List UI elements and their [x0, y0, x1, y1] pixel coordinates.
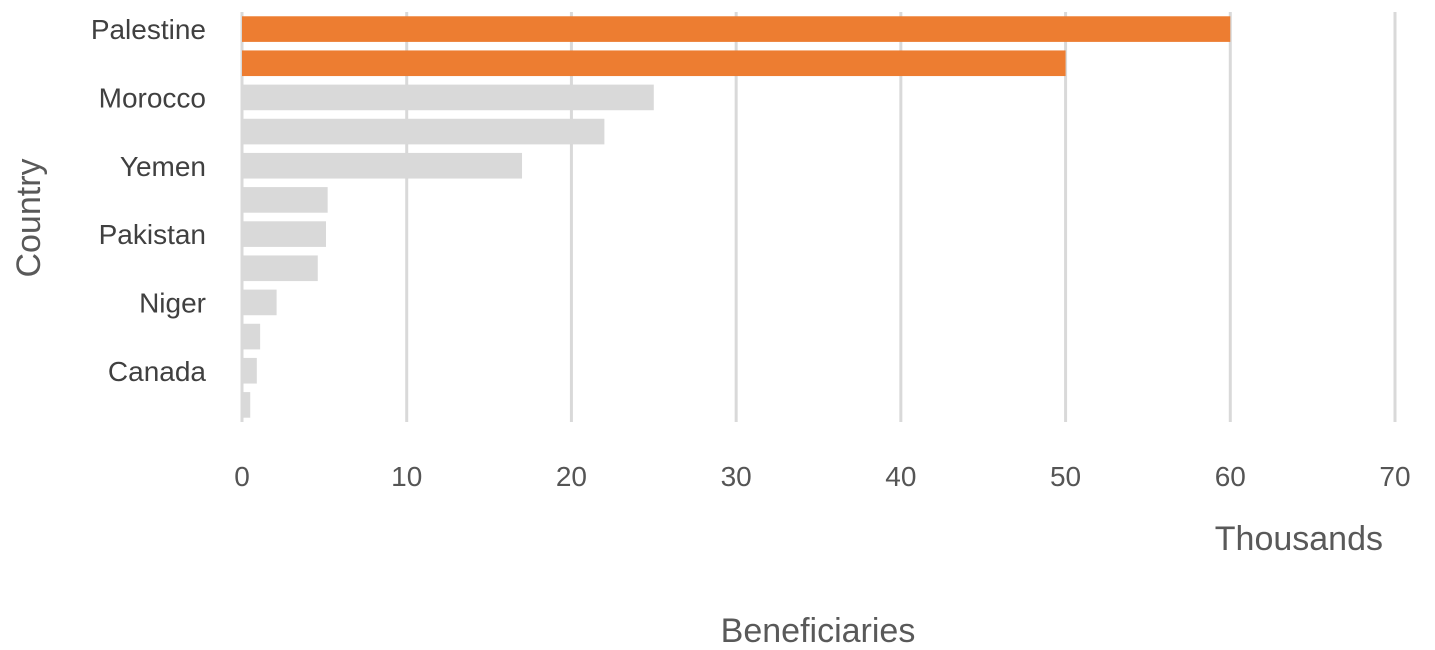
bar	[242, 152, 523, 179]
x-tick-label: 40	[885, 461, 916, 492]
category-label: Canada	[108, 356, 207, 387]
bar	[242, 118, 605, 145]
bar	[242, 50, 1066, 77]
y-axis-title: Country	[10, 158, 48, 277]
x-tick-label: 50	[1050, 461, 1081, 492]
bar	[242, 357, 257, 384]
bar	[242, 255, 318, 282]
bar	[242, 323, 261, 350]
x-tick-label: 10	[391, 461, 422, 492]
bar	[242, 16, 1231, 42]
x-axis-title: Beneficiaries	[721, 612, 916, 650]
x-tick-label: 60	[1215, 461, 1246, 492]
bar	[242, 289, 277, 316]
bar	[242, 392, 251, 418]
bars	[242, 16, 1231, 418]
x-tick-label: 30	[721, 461, 752, 492]
x-tick-labels: 0 10 20 30 40 50 60 70	[234, 461, 1410, 492]
category-labels: Palestine Morocco Yemen Pakistan Niger Canada	[91, 14, 207, 387]
bar	[242, 187, 328, 213]
category-label: Palestine	[91, 14, 206, 45]
category-label: Morocco	[99, 82, 206, 113]
display-units-label: Thousands	[1215, 520, 1383, 558]
category-label: Pakistan	[99, 219, 206, 250]
x-tick-label: 20	[556, 461, 587, 492]
bar	[242, 84, 654, 111]
x-tick-label: 70	[1379, 461, 1410, 492]
bar	[242, 221, 327, 247]
gridlines	[240, 12, 1397, 422]
x-tick-label: 0	[234, 461, 250, 492]
category-label: Niger	[139, 287, 206, 318]
category-label: Yemen	[120, 151, 206, 182]
